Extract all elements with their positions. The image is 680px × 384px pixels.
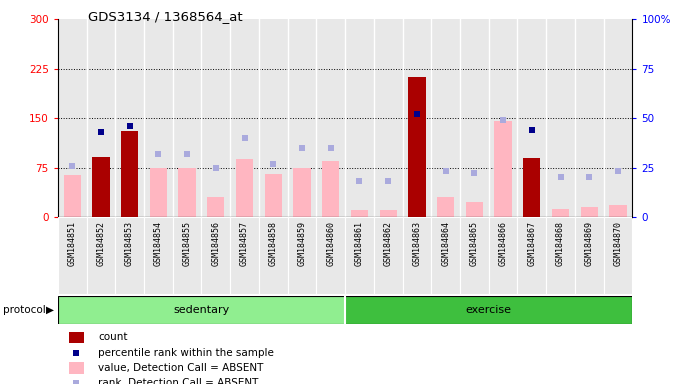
Bar: [173, 217, 201, 294]
Bar: [517, 217, 546, 294]
Bar: [230, 217, 259, 294]
Bar: [523, 158, 541, 217]
Text: GSM184870: GSM184870: [613, 221, 622, 266]
Text: value, Detection Call = ABSENT: value, Detection Call = ABSENT: [98, 363, 263, 373]
Bar: [58, 217, 86, 294]
Bar: [552, 209, 569, 217]
Bar: [144, 217, 173, 294]
Bar: [207, 197, 224, 217]
Text: GSM184858: GSM184858: [269, 221, 277, 266]
Text: sedentary: sedentary: [173, 305, 230, 315]
Text: GSM184867: GSM184867: [528, 221, 537, 266]
Text: GSM184852: GSM184852: [97, 221, 105, 266]
Bar: [494, 121, 512, 217]
Text: GSM184853: GSM184853: [125, 221, 134, 266]
Bar: [316, 217, 345, 294]
Bar: [63, 175, 81, 217]
Text: exercise: exercise: [466, 305, 512, 315]
Text: GSM184863: GSM184863: [413, 221, 422, 266]
Text: ▶: ▶: [46, 305, 54, 315]
Bar: [58, 296, 345, 324]
Bar: [86, 217, 116, 294]
Bar: [69, 332, 84, 343]
Bar: [581, 207, 598, 217]
Bar: [121, 131, 138, 217]
Text: GSM184855: GSM184855: [183, 221, 192, 266]
Bar: [437, 197, 454, 217]
Text: GSM184856: GSM184856: [211, 221, 220, 266]
Text: GSM184851: GSM184851: [68, 221, 77, 266]
Text: GSM184866: GSM184866: [498, 221, 507, 266]
Bar: [236, 159, 253, 217]
Bar: [460, 217, 489, 294]
Bar: [92, 157, 109, 217]
Text: GSM184869: GSM184869: [585, 221, 594, 266]
Text: GSM184865: GSM184865: [470, 221, 479, 266]
Bar: [116, 217, 144, 294]
Bar: [604, 217, 632, 294]
Text: GSM184862: GSM184862: [384, 221, 392, 266]
Text: count: count: [98, 333, 128, 343]
Bar: [150, 167, 167, 217]
Text: GSM184860: GSM184860: [326, 221, 335, 266]
Bar: [466, 202, 483, 217]
Text: GSM184868: GSM184868: [556, 221, 565, 266]
Text: GSM184859: GSM184859: [298, 221, 307, 266]
Text: GSM184864: GSM184864: [441, 221, 450, 266]
Bar: [379, 210, 397, 217]
Bar: [408, 77, 426, 217]
Bar: [259, 217, 288, 294]
Text: GSM184854: GSM184854: [154, 221, 163, 266]
Text: GSM184857: GSM184857: [240, 221, 249, 266]
Bar: [609, 205, 627, 217]
Text: percentile rank within the sample: percentile rank within the sample: [98, 348, 274, 358]
Text: protocol: protocol: [3, 305, 46, 315]
Bar: [322, 161, 339, 217]
Bar: [431, 217, 460, 294]
Bar: [178, 167, 196, 217]
Bar: [345, 217, 374, 294]
Bar: [546, 217, 575, 294]
Bar: [293, 167, 311, 217]
Bar: [489, 217, 517, 294]
Text: GDS3134 / 1368564_at: GDS3134 / 1368564_at: [88, 10, 243, 23]
Bar: [201, 217, 231, 294]
Bar: [351, 210, 368, 217]
Bar: [288, 217, 316, 294]
Bar: [374, 217, 403, 294]
Bar: [265, 174, 282, 217]
Bar: [575, 217, 604, 294]
Bar: [69, 362, 84, 374]
Bar: [403, 217, 431, 294]
Text: rank, Detection Call = ABSENT: rank, Detection Call = ABSENT: [98, 378, 258, 384]
Text: GSM184861: GSM184861: [355, 221, 364, 266]
Bar: [345, 296, 632, 324]
